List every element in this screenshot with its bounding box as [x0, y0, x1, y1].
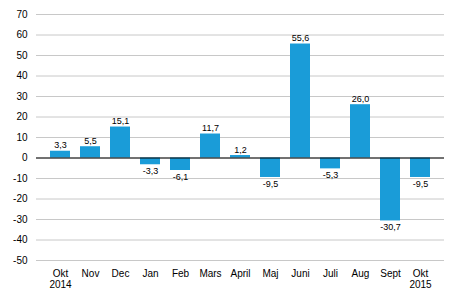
- svg-text:40: 40: [16, 70, 28, 81]
- svg-text:15,1: 15,1: [112, 116, 130, 126]
- svg-text:Maj: Maj: [262, 268, 278, 279]
- svg-text:30: 30: [16, 91, 28, 102]
- svg-text:-30: -30: [13, 214, 28, 225]
- svg-text:10: 10: [16, 132, 28, 143]
- svg-text:26,0: 26,0: [352, 94, 370, 104]
- svg-text:-9,5: -9,5: [413, 179, 429, 189]
- svg-text:-20: -20: [13, 193, 28, 204]
- svg-text:Mars: Mars: [199, 268, 221, 279]
- svg-text:Aug: Aug: [352, 268, 370, 279]
- svg-text:50: 50: [16, 50, 28, 61]
- svg-text:-5,3: -5,3: [323, 170, 339, 180]
- svg-text:April: April: [230, 268, 250, 279]
- svg-text:Juni: Juni: [291, 268, 309, 279]
- svg-text:60: 60: [16, 29, 28, 40]
- svg-text:Juli: Juli: [323, 268, 338, 279]
- svg-text:11,7: 11,7: [202, 123, 219, 133]
- svg-text:55,6: 55,6: [292, 33, 310, 43]
- svg-text:-10: -10: [13, 173, 28, 184]
- svg-text:Okt: Okt: [53, 268, 69, 279]
- svg-text:-9,5: -9,5: [263, 179, 279, 189]
- svg-text:Sept: Sept: [380, 268, 401, 279]
- svg-text:3,3: 3,3: [54, 140, 67, 150]
- svg-text:-40: -40: [13, 234, 28, 245]
- svg-text:1,2: 1,2: [234, 145, 247, 155]
- svg-text:-3,3: -3,3: [143, 166, 159, 176]
- svg-text:5,5: 5,5: [84, 136, 97, 146]
- svg-text:-50: -50: [13, 255, 28, 266]
- svg-text:70: 70: [16, 9, 28, 20]
- svg-text:Feb: Feb: [172, 268, 190, 279]
- svg-text:2015: 2015: [409, 279, 432, 290]
- svg-text:Jan: Jan: [142, 268, 158, 279]
- svg-text:Okt: Okt: [413, 268, 429, 279]
- svg-text:0: 0: [22, 152, 28, 163]
- svg-text:20: 20: [16, 111, 28, 122]
- svg-text:-6,1: -6,1: [173, 172, 189, 182]
- svg-text:Dec: Dec: [112, 268, 130, 279]
- svg-text:2014: 2014: [49, 279, 72, 290]
- svg-text:-30,7: -30,7: [380, 222, 401, 232]
- svg-text:Nov: Nov: [82, 268, 100, 279]
